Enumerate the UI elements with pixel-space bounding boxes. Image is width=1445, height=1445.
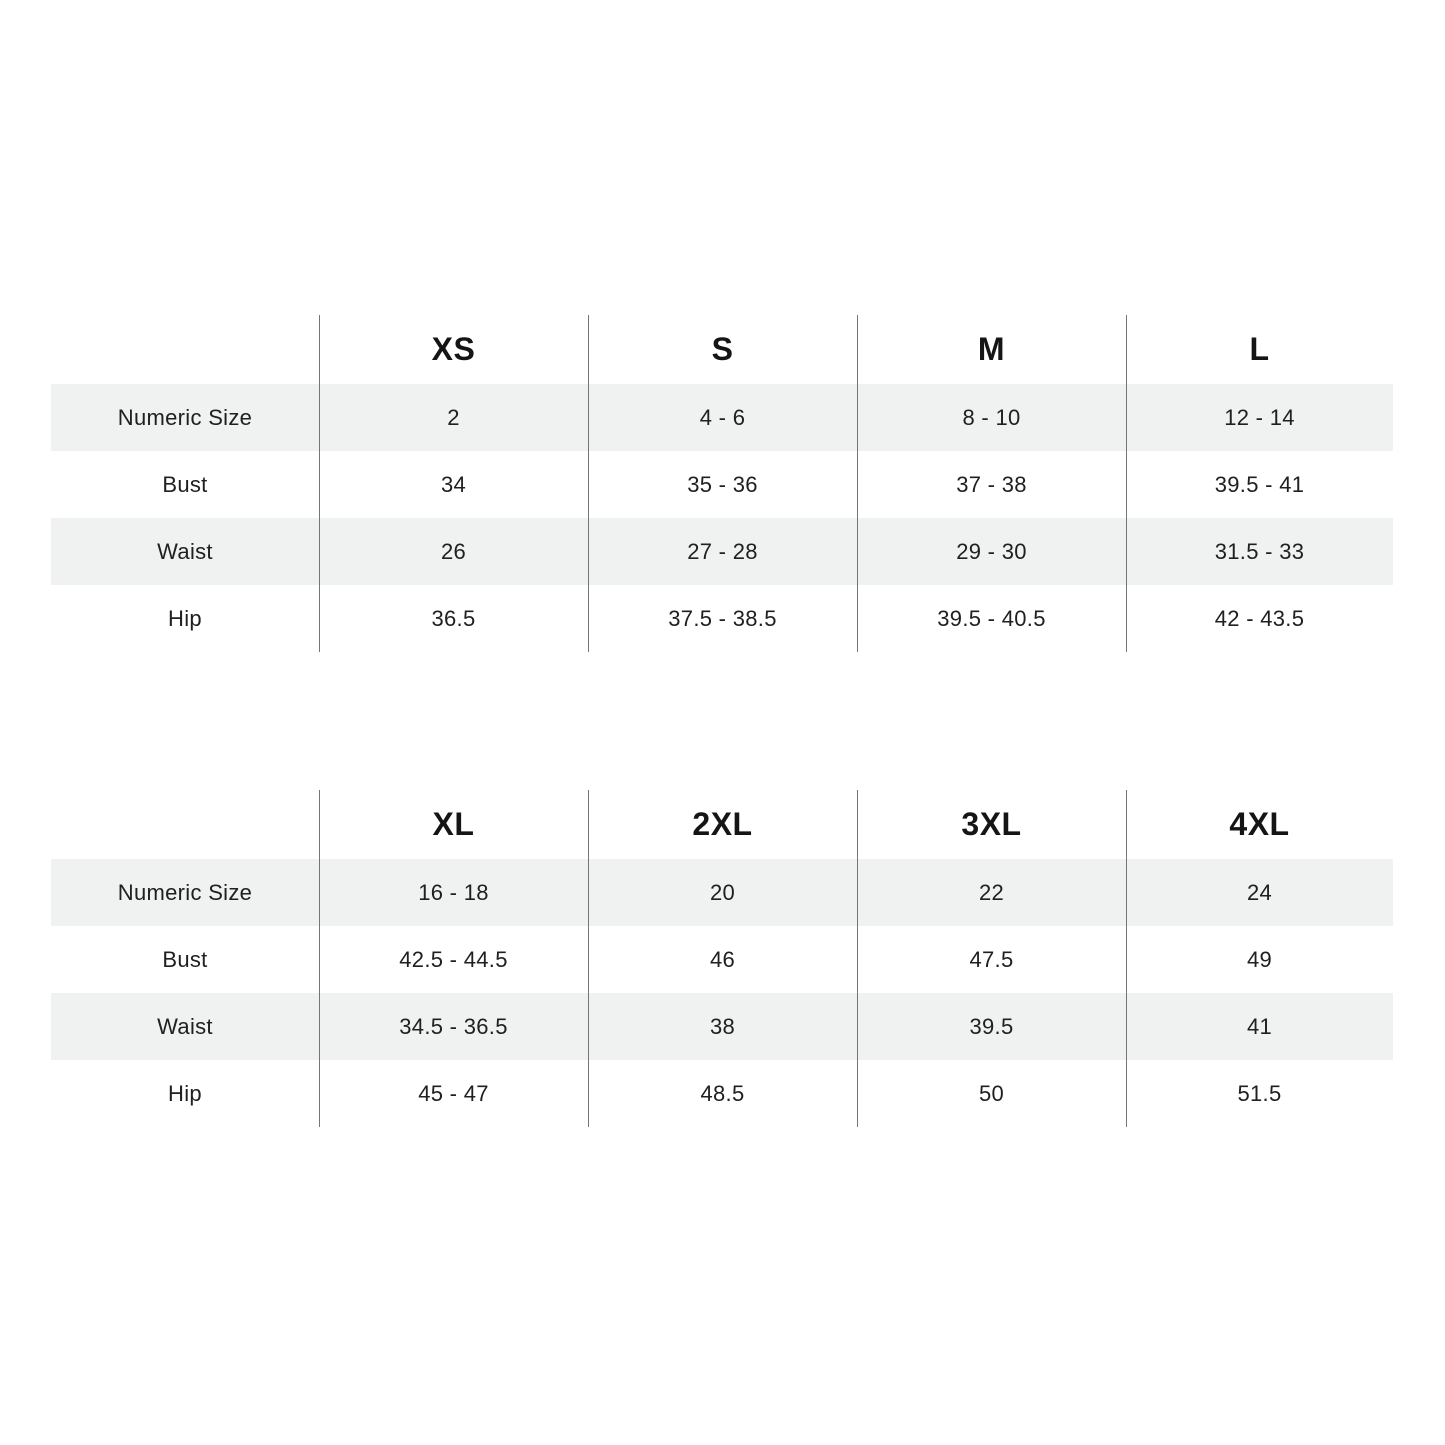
table-cell: 39.5 - 40.5 [937,605,1046,631]
row-label: Bust [162,471,208,497]
table-cell: 38 [709,1013,736,1039]
size-chart-table-standard: XS S M L Numeric Size 2 4 - 6 8 - 10 12 … [51,315,1393,652]
table-cell: 8 - 10 [962,404,1021,430]
table-cell: 46 [709,946,736,972]
table-cell: 41 [1246,1013,1273,1039]
row-label: Bust [162,946,208,972]
table-row-numeric-size: Numeric Size 2 4 - 6 8 - 10 12 - 14 [51,384,1393,451]
table-row-hip: Hip 36.5 37.5 - 38.5 39.5 - 40.5 42 - 43… [51,585,1393,652]
table-row-bust: Bust 34 35 - 36 37 - 38 39.5 - 41 [51,451,1393,518]
table-cell: 48.5 [700,1080,745,1106]
table-cell: 47.5 [969,946,1014,972]
column-header-l: L [1249,331,1270,367]
table-cell: 20 [709,879,736,905]
table-cell: 4 - 6 [699,404,746,430]
column-divider [319,790,320,1127]
table-cell: 24 [1246,879,1273,905]
table-cell: 39.5 - 41 [1214,471,1305,497]
table-row-numeric-size: Numeric Size 16 - 18 20 22 24 [51,859,1393,926]
table-row-waist: Waist 34.5 - 36.5 38 39.5 41 [51,993,1393,1060]
table-cell: 37 - 38 [956,471,1027,497]
header-row: XS S M L [51,315,1393,384]
row-label: Hip [168,1080,202,1106]
column-divider [857,315,858,652]
table-cell: 16 - 18 [418,879,489,905]
column-header-3xl: 3XL [961,806,1022,842]
table-cell: 27 - 28 [687,538,758,564]
column-divider [857,790,858,1127]
table-cell: 29 - 30 [956,538,1027,564]
column-header-xs: XS [431,331,476,367]
column-header-2xl: 2XL [692,806,753,842]
table-cell: 2 [447,404,460,430]
table-cell: 22 [978,879,1005,905]
row-label: Waist [157,538,213,564]
column-header-4xl: 4XL [1229,806,1290,842]
table-cell: 34.5 - 36.5 [399,1013,508,1039]
column-divider [588,315,589,652]
table-cell: 42.5 - 44.5 [399,946,508,972]
column-divider [319,315,320,652]
table-cell: 35 - 36 [687,471,758,497]
table-row-waist: Waist 26 27 - 28 29 - 30 31.5 - 33 [51,518,1393,585]
table-cell: 12 - 14 [1224,404,1295,430]
table-cell: 26 [440,538,467,564]
row-label: Numeric Size [117,879,253,905]
row-label: Waist [157,1013,213,1039]
header-row: XL 2XL 3XL 4XL [51,790,1393,859]
column-header-m: M [977,331,1006,367]
size-chart-table-extended: XL 2XL 3XL 4XL Numeric Size 16 - 18 20 2… [51,790,1393,1127]
table-row-bust: Bust 42.5 - 44.5 46 47.5 49 [51,926,1393,993]
column-header-xl: XL [432,806,475,842]
table-cell: 51.5 [1237,1080,1282,1106]
table-cell: 37.5 - 38.5 [668,605,777,631]
column-header-s: S [711,331,734,367]
table-cell: 42 - 43.5 [1214,605,1305,631]
table-cell: 31.5 - 33 [1214,538,1305,564]
row-label: Hip [168,605,202,631]
table-row-hip: Hip 45 - 47 48.5 50 51.5 [51,1060,1393,1127]
column-divider [588,790,589,1127]
table-cell: 39.5 [969,1013,1014,1039]
table-cell: 36.5 [431,605,476,631]
table-cell: 50 [978,1080,1005,1106]
table-cell: 49 [1246,946,1273,972]
column-divider [1126,790,1127,1127]
column-divider [1126,315,1127,652]
table-cell: 45 - 47 [418,1080,489,1106]
row-label: Numeric Size [117,404,253,430]
table-cell: 34 [440,471,467,497]
